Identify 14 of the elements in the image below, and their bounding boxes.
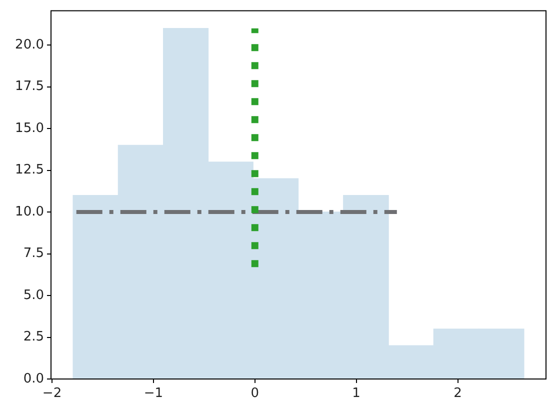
x-tick-label: −2 xyxy=(42,386,62,402)
y-tick-label: 20.0 xyxy=(15,37,44,52)
y-tick-label: 7.5 xyxy=(23,246,44,262)
y-tick-label: 2.5 xyxy=(23,330,44,345)
y-tick-label: 17.5 xyxy=(15,79,44,94)
x-tick-label: 0 xyxy=(250,386,260,402)
y-tick-label: 0.0 xyxy=(23,371,44,386)
y-tick-label: 15.0 xyxy=(15,120,44,136)
x-tick-label: −1 xyxy=(144,386,164,402)
y-tick-label: 5.0 xyxy=(23,288,44,303)
x-tick-label: 2 xyxy=(454,386,462,402)
y-tick-label: 12.5 xyxy=(15,162,44,178)
x-tick-label: 1 xyxy=(352,386,360,402)
y-tick-label: 10.0 xyxy=(15,204,44,220)
